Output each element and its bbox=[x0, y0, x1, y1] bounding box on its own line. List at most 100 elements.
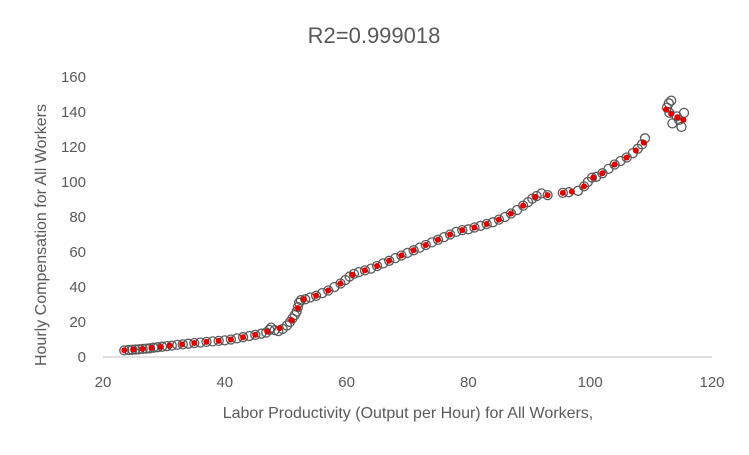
series-fitted-points bbox=[121, 106, 687, 354]
data-point-fitted bbox=[167, 342, 173, 349]
data-point-fitted bbox=[532, 193, 539, 200]
data-point-fitted bbox=[568, 188, 575, 195]
y-tick-label: 80 bbox=[69, 209, 86, 226]
data-point-actual bbox=[323, 285, 334, 296]
x-tick-label: 20 bbox=[95, 374, 112, 391]
data-point-fitted bbox=[361, 267, 368, 274]
y-tick-label: 120 bbox=[61, 139, 86, 156]
data-point-fitted bbox=[581, 183, 588, 190]
data-point-fitted bbox=[483, 221, 490, 227]
data-point-fitted bbox=[495, 216, 502, 223]
series-actual-points bbox=[119, 95, 690, 356]
data-point-actual bbox=[156, 341, 168, 352]
data-point-actual bbox=[371, 260, 383, 272]
y-axis-label: Hourly Compensation for All Workers bbox=[33, 104, 50, 366]
data-point-actual bbox=[189, 337, 200, 349]
data-point-actual bbox=[678, 107, 690, 119]
data-point-fitted bbox=[680, 116, 687, 123]
data-point-actual bbox=[408, 245, 419, 256]
data-point-actual bbox=[348, 268, 360, 280]
data-point-actual bbox=[177, 339, 188, 350]
data-point-actual bbox=[317, 287, 328, 299]
data-point-fitted bbox=[508, 210, 514, 217]
y-tick-label: 0 bbox=[78, 349, 86, 366]
data-point-fitted bbox=[632, 147, 639, 154]
data-point-actual bbox=[469, 222, 480, 233]
data-point-fitted bbox=[130, 346, 137, 353]
data-point-actual bbox=[615, 155, 626, 167]
data-point-actual bbox=[377, 258, 389, 269]
data-point-actual bbox=[666, 95, 677, 106]
data-point-actual bbox=[475, 220, 486, 231]
data-point-actual bbox=[119, 345, 130, 356]
data-point-fitted bbox=[611, 161, 618, 168]
data-point-actual bbox=[359, 265, 371, 276]
data-point-actual bbox=[231, 333, 243, 344]
data-point-fitted bbox=[422, 242, 429, 248]
data-point-fitted bbox=[294, 305, 301, 311]
data-point-fitted bbox=[410, 247, 417, 254]
data-point-fitted bbox=[288, 317, 295, 324]
data-point-actual bbox=[292, 301, 304, 313]
data-point-actual bbox=[402, 247, 413, 259]
y-tick-label: 140 bbox=[61, 104, 86, 121]
data-point-fitted bbox=[179, 341, 186, 348]
x-tick-label: 60 bbox=[338, 374, 355, 391]
data-point-fitted bbox=[599, 170, 606, 177]
data-point-actual bbox=[609, 159, 620, 170]
data-point-fitted bbox=[121, 347, 128, 354]
data-point-actual bbox=[493, 214, 505, 225]
data-point-actual bbox=[127, 344, 138, 355]
y-tick-labels: 0 20 40 60 80 100 120 140 160 bbox=[61, 69, 86, 366]
data-point-fitted bbox=[349, 271, 356, 278]
data-point-actual bbox=[444, 229, 456, 240]
data-point-actual bbox=[384, 255, 395, 266]
data-point-actual bbox=[329, 281, 340, 293]
y-tick-label: 20 bbox=[69, 314, 86, 331]
y-tick-label: 60 bbox=[69, 244, 86, 261]
data-point-actual bbox=[300, 294, 311, 305]
data-point-actual bbox=[281, 320, 293, 331]
data-point-fitted bbox=[313, 292, 320, 299]
data-point-actual bbox=[225, 334, 237, 345]
data-point-actual bbox=[244, 330, 255, 342]
data-point-actual bbox=[531, 190, 542, 202]
data-point-fitted bbox=[264, 328, 271, 335]
data-point-actual bbox=[505, 208, 517, 219]
data-point-fitted bbox=[623, 154, 630, 161]
x-tick-labels: 20 40 60 80 100 120 bbox=[95, 374, 725, 391]
data-point-actual bbox=[542, 189, 553, 201]
data-point-actual bbox=[438, 231, 450, 243]
data-point-fitted bbox=[674, 114, 681, 121]
data-point-fitted bbox=[337, 280, 344, 287]
data-point-fitted bbox=[398, 252, 405, 259]
data-point-actual bbox=[213, 335, 224, 347]
data-point-fitted bbox=[227, 336, 234, 343]
data-point-fitted bbox=[191, 340, 198, 346]
data-point-fitted bbox=[157, 343, 164, 350]
data-point-fitted bbox=[301, 296, 307, 303]
x-tick-label: 100 bbox=[578, 374, 603, 391]
data-point-actual bbox=[636, 139, 648, 150]
x-tick-label: 120 bbox=[699, 374, 724, 391]
data-point-actual bbox=[499, 211, 511, 223]
data-point-fitted bbox=[325, 287, 332, 294]
data-point-actual bbox=[676, 121, 687, 133]
data-point-fitted bbox=[374, 263, 381, 269]
data-point-fitted bbox=[447, 231, 454, 238]
chart-title: R2=0.999018 bbox=[308, 23, 441, 48]
data-point-actual bbox=[250, 329, 261, 341]
data-point-fitted bbox=[276, 325, 283, 332]
y-tick-label: 100 bbox=[61, 174, 86, 191]
data-point-fitted bbox=[668, 110, 675, 117]
data-point-actual bbox=[603, 163, 614, 175]
data-point-actual bbox=[201, 336, 212, 348]
data-point-fitted bbox=[520, 202, 527, 209]
data-point-fitted bbox=[203, 338, 210, 345]
data-point-actual bbox=[572, 185, 584, 196]
data-point-fitted bbox=[459, 227, 466, 234]
x-axis-label: Labor Productivity (Output per Hour) for… bbox=[223, 405, 594, 422]
data-point-fitted bbox=[148, 344, 155, 351]
